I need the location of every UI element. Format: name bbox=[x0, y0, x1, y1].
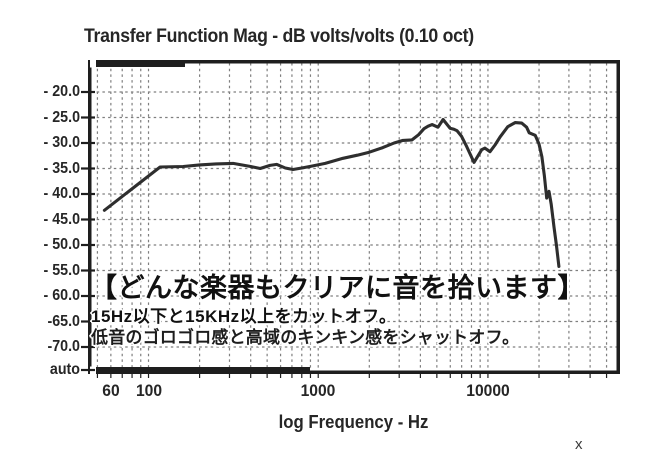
border-notch-bottom-left bbox=[90, 366, 96, 376]
transfer-function-curve bbox=[102, 117, 561, 268]
y-axis-label-auto: auto bbox=[49, 361, 80, 378]
annotation-headline: 【どんな楽器もクリアに音を拾います】 bbox=[90, 273, 585, 303]
x-axis-title: log Frequency - Hz bbox=[88, 412, 620, 433]
annotation-cutoff-note: 15Hz以下と15KHz以上をカットオフ。 bbox=[91, 307, 397, 326]
annotation-detail-note: 低音のゴロゴロ感と高域のキンキン感をシャットオフ。 bbox=[91, 328, 520, 347]
y-axis-label: - 50.0 bbox=[43, 236, 80, 253]
y-axis-label: - 40.0 bbox=[43, 185, 80, 202]
range-indicator-bottom bbox=[96, 367, 310, 374]
x-axis-label: 100 bbox=[135, 381, 162, 400]
corner-x-mark: x bbox=[575, 436, 583, 453]
y-axis-label: - 55.0 bbox=[43, 261, 80, 279]
chart-title: Transfer Function Mag - dB volts/volts (… bbox=[84, 26, 474, 47]
range-indicator-top bbox=[96, 60, 185, 67]
y-axis-label: - 45.0 bbox=[43, 210, 80, 228]
y-axis-label: - 35.0 bbox=[43, 159, 80, 177]
y-axis-label: -70.0 bbox=[47, 338, 80, 355]
plot-border bbox=[88, 60, 620, 374]
x-axis-label: 60 bbox=[102, 381, 120, 400]
y-axis-label: - 25.0 bbox=[43, 108, 80, 126]
x-axis-label: 1000 bbox=[300, 381, 336, 400]
x-axis-label: 10000 bbox=[466, 381, 510, 400]
y-axis-label: - 60.0 bbox=[43, 287, 80, 304]
y-axis-label: - 30.0 bbox=[43, 134, 80, 151]
x-axis-title-text: log Frequency - Hz bbox=[279, 412, 429, 432]
border-notch-top-left bbox=[90, 58, 96, 68]
y-axis-label: -65.0 bbox=[47, 312, 80, 330]
y-axis-label: - 20.0 bbox=[43, 83, 80, 100]
